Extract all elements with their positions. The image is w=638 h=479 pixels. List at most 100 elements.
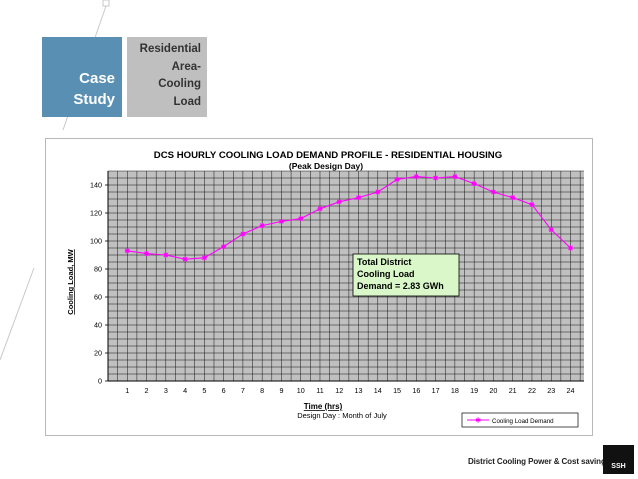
chart-frame: DCS HOURLY COOLING LOAD DEMAND PROFILE -… [45,138,593,436]
data-point-stroke [279,219,284,224]
data-point [567,245,574,251]
legend-marker: ✱ [475,417,481,425]
data-point [336,199,342,205]
x-tick-label: 15 [393,386,401,395]
legend-label: Cooling Load Demand [492,418,554,425]
annotation-line-3: Demand = 2.83 GWh [357,281,444,291]
data-point-stroke [202,255,207,261]
ssh-logo: SSH [603,445,634,474]
x-tick-label: 9 [279,386,283,395]
topic-line-3: Cooling [158,78,201,90]
x-tick-label: 11 [316,386,323,395]
data-point [240,231,246,237]
chart-series [124,174,574,262]
x-tick-label: 3 [164,386,168,395]
topic-box: Residential Area- Cooling Load [127,37,207,117]
data-point-stroke [163,252,169,258]
series-line [127,176,571,260]
x-tick-label: 2 [145,386,149,395]
topic-line-4: Load [173,95,201,108]
data-point-stroke [529,202,535,207]
data-point-stroke [356,195,361,200]
topic-line-1: Residential [139,43,201,55]
x-tick-label: 12 [335,386,343,395]
legend-box [461,412,579,428]
y-tick-label: 80 [94,265,102,274]
data-point-stroke [433,175,438,181]
data-point [471,181,477,187]
x-tick-label: 13 [355,386,363,395]
data-point-stroke [240,231,246,237]
x-tick-label: 16 [412,386,420,395]
data-point-stroke [259,223,265,228]
decor-line-lower [0,267,35,361]
data-point [298,216,304,222]
data-point-stroke [394,177,400,182]
y-tick-label: 140 [90,181,102,190]
y-tick-label: 0 [98,377,102,386]
data-point [510,195,516,201]
y-tick-label: 120 [90,209,102,218]
data-point-stroke [510,195,516,200]
data-point-stroke [221,244,226,249]
data-point-stroke [298,216,304,221]
data-point-stroke [336,199,342,205]
x-tick-label: 4 [183,386,187,395]
data-point [355,195,362,201]
data-point [182,256,188,262]
x-tick-label: 24 [567,386,575,395]
x-tick-label: 5 [202,386,206,395]
y-axis-label: Cooling Load, MW [66,248,75,314]
data-point [394,176,400,182]
x-axis-label: Time (hrs) [304,402,343,411]
annotation-box [352,253,460,297]
data-point-stroke [414,174,419,179]
chart-subtitle: (Peak Design Day) [289,161,363,171]
data-point-stroke [317,206,323,212]
data-point [259,223,265,229]
case-label: Case [79,70,115,87]
data-point [413,174,419,180]
data-point-stroke [471,181,477,186]
data-point [452,174,458,180]
total-demand-annotation: Total District Cooling Load Demand = 2.8… [352,253,460,297]
data-point [143,251,150,257]
x-tick-label: 17 [432,386,440,395]
data-point [221,244,227,250]
x-tick-label: 22 [528,386,536,395]
data-point-stroke [568,245,573,251]
data-point [124,248,130,254]
data-point-stroke [548,227,554,233]
y-tick-label: 20 [94,349,102,358]
x-tick-label: 18 [451,386,459,395]
x-tick-label: 14 [374,386,382,395]
x-tick-label: 7 [241,386,245,395]
y-tick-label: 100 [90,237,102,246]
x-tick-label: 6 [222,386,226,395]
x-tick-label: 21 [509,386,517,395]
x-tick-label: 10 [297,386,305,395]
topic-line-2: Area- [171,60,201,73]
data-point [201,255,207,261]
data-point [163,252,169,258]
data-point-stroke [124,248,130,254]
logo-text: SSH [611,463,626,470]
data-point [375,189,381,195]
data-point [433,175,439,181]
annotation-line-2: Cooling Load [357,269,415,279]
x-tick-label: 20 [489,386,497,395]
y-tick-label: 60 [94,293,102,302]
x-axis-note: Design Day : Month of July [297,411,387,420]
x-tick-label: 23 [547,386,555,395]
data-point [278,218,285,224]
data-point [317,206,323,212]
annotation-line-1: Total District [357,257,411,267]
corner-square [102,0,110,7]
x-tick-label: 8 [260,386,264,395]
y-tick-label: 40 [94,321,102,330]
data-point-stroke [452,174,458,179]
data-point [548,227,554,233]
x-tick-label: 1 [125,386,129,395]
data-point [490,189,497,195]
